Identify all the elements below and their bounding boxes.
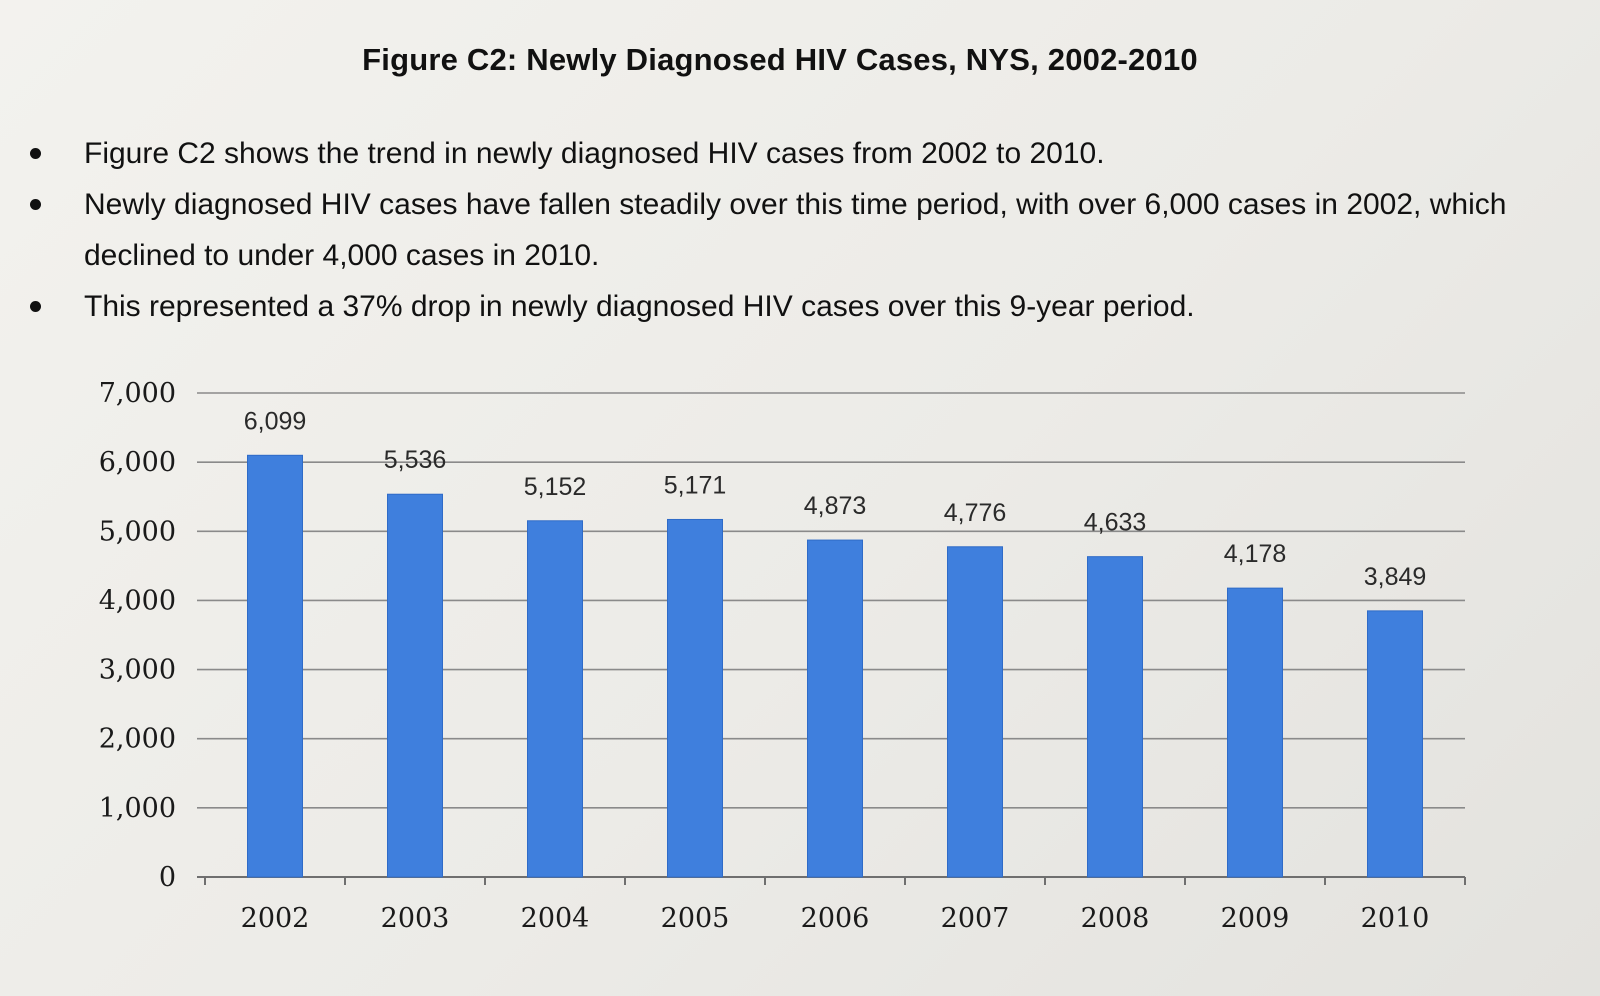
x-tick-label: 2005 [661,903,730,934]
y-tick-label: 1,000 [99,793,176,824]
bullet-dot-icon [30,148,41,159]
bar [1087,556,1143,878]
y-tick-label: 4,000 [99,585,176,616]
data-labels: 6,099 5,536 5,152 5,171 4,873 4,776 4,633 4,178… [244,407,1427,591]
data-label: 4,178 [1224,540,1287,568]
y-tick-label: 6,000 [99,447,176,478]
bar [1227,587,1283,878]
x-tick-label: 2003 [381,903,450,934]
x-tick-label: 2002 [241,903,310,934]
data-label: 4,776 [944,499,1007,527]
bullet-text: This represented a 37% drop in newly dia… [84,290,1195,323]
axes: 0 1,000 2,000 3,000 4,000 5,000 6,000 7,000 2002… [99,378,1466,934]
x-tick-label: 2006 [801,903,870,934]
y-tick-label: 0 [159,862,176,893]
data-label: 6,099 [244,407,307,435]
bullet-dot-icon [30,199,41,210]
data-label: 5,536 [384,446,447,474]
y-tick-label: 5,000 [99,516,176,547]
bar [947,546,1003,878]
bullet-item: Figure C2 shows the trend in newly diagn… [30,128,1560,179]
data-label: 5,152 [524,473,587,501]
x-tick-label: 2004 [521,903,590,934]
bullet-text: Newly diagnosed HIV cases have fallen st… [84,188,1507,272]
data-label: 4,873 [804,492,867,520]
data-label: 4,633 [1084,509,1147,537]
x-tick-label: 2009 [1221,903,1290,934]
data-label: 3,849 [1364,563,1427,591]
bullet-item: This represented a 37% drop in newly dia… [30,281,1560,332]
bar [247,454,303,878]
bullet-dot-icon [30,301,41,312]
bar [527,520,583,878]
data-label: 5,171 [664,471,727,499]
bar [387,493,443,878]
bars [247,454,1423,878]
y-tick-label: 2,000 [99,724,176,755]
x-tick-label: 2008 [1081,903,1150,934]
bullet-item: Newly diagnosed HIV cases have fallen st… [30,179,1560,281]
y-tick-label: 7,000 [99,378,176,409]
bullet-text: Figure C2 shows the trend in newly diagn… [84,137,1105,170]
bullet-list: Figure C2 shows the trend in newly diagn… [30,128,1560,332]
bar [807,539,863,878]
figure-title: Figure C2: Newly Diagnosed HIV Cases, NY… [362,42,1198,77]
bar [1367,610,1423,878]
bar [667,518,723,878]
x-tick-label: 2010 [1361,903,1430,934]
x-tick-label: 2007 [941,903,1010,934]
y-tick-label: 3,000 [99,655,176,686]
